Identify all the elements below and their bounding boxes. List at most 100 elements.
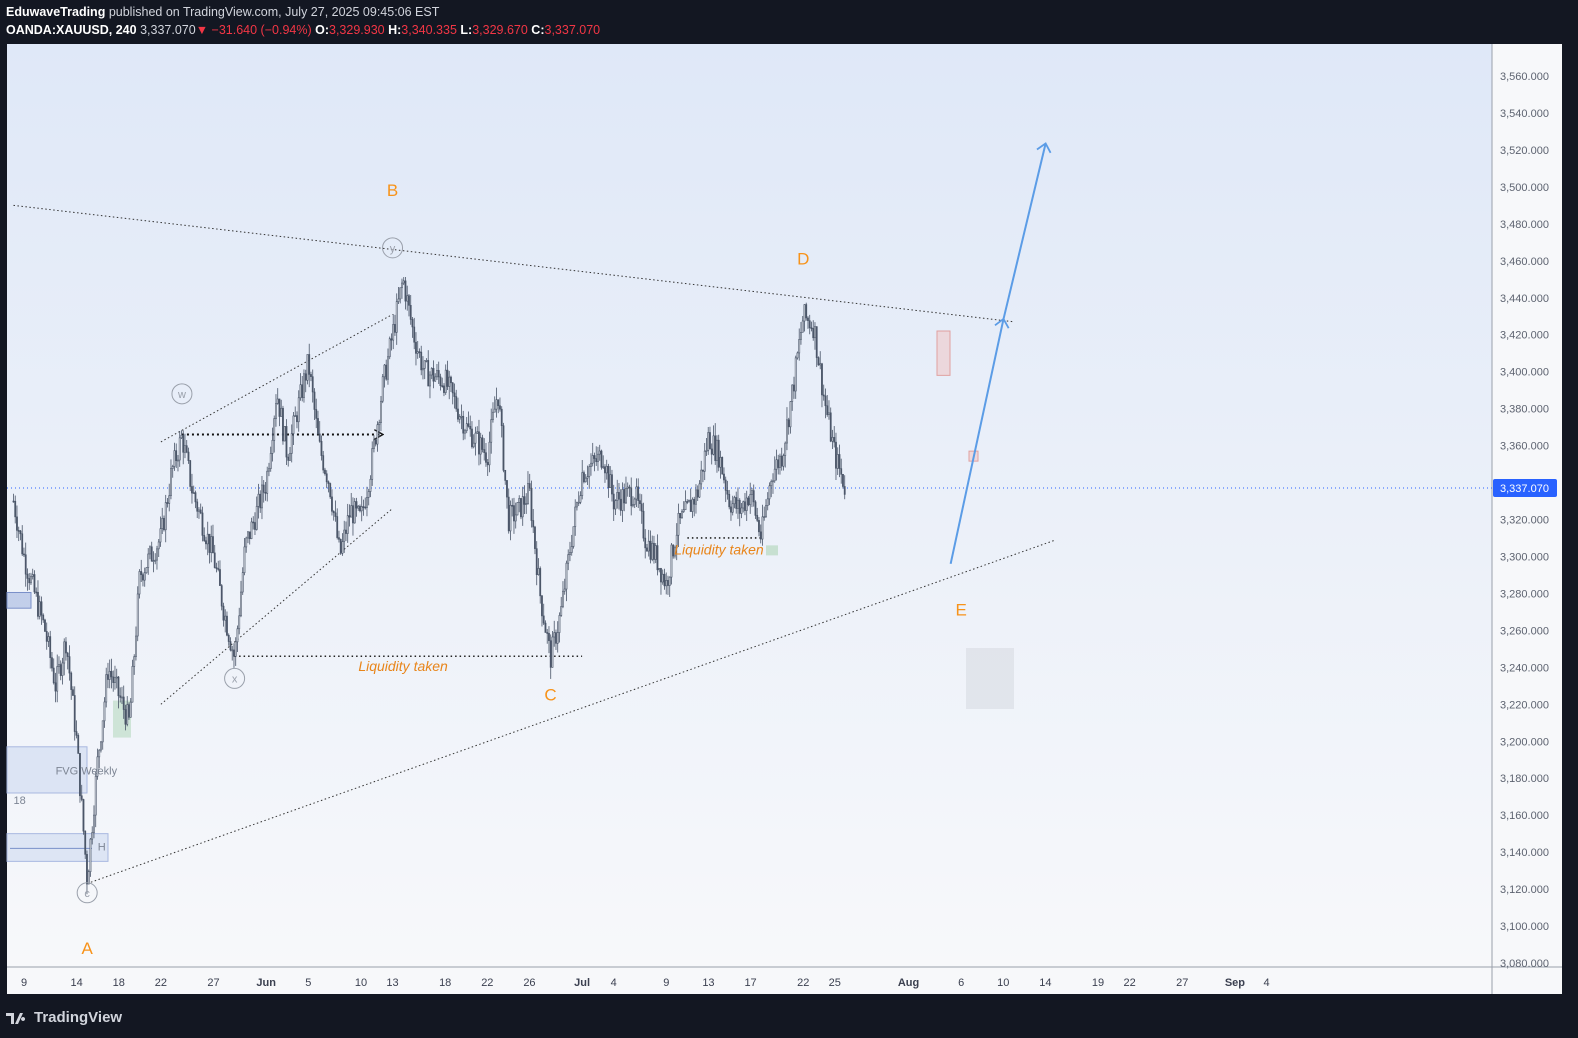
candle [551,631,554,668]
candle [329,482,332,499]
author-name[interactable]: EduwaveTrading [6,5,106,19]
wave-label-c[interactable]: C [544,686,556,705]
candle-body [558,615,561,633]
time-tick-label: 14 [71,977,83,989]
candle [115,668,118,689]
candle [301,375,304,402]
candle-body [192,492,195,494]
candle [196,498,199,519]
candle-body [243,546,246,573]
candle [411,316,414,338]
candle [26,568,29,591]
candle-body [156,548,158,561]
candle [122,685,125,719]
price-tick-label: 3,460.000 [1500,256,1549,268]
candle-body [628,486,631,489]
time-tick-label: 14 [1039,977,1051,989]
candle-body [149,546,151,555]
candle [667,575,669,595]
candle-body [751,490,753,495]
price-axis[interactable]: 3,080.000 3,100.000 3,120.000 3,140.000 3,16… [1493,71,1557,970]
price-axis-background [1492,44,1562,967]
wave-label-a[interactable]: A [82,939,94,958]
candle [392,314,395,350]
projection-arrow-2[interactable] [1002,142,1052,321]
candle [702,469,704,483]
wave-label-b[interactable]: B [387,181,398,200]
candle-body [786,419,788,444]
candle [82,798,85,835]
candle-body [422,368,424,371]
candle-body [787,419,790,428]
zone-box[interactable] [6,591,32,609]
candle-body [131,666,134,703]
circled-label-x[interactable]: x [224,667,246,689]
wave-label-e[interactable]: E [955,601,966,620]
candle [152,551,155,573]
candle [483,438,486,461]
candle-body [513,505,515,522]
lower-trendline[interactable] [87,539,1057,885]
candle [359,504,361,513]
candle [24,542,27,587]
candle [814,322,816,350]
candle [598,444,601,461]
candle [308,343,311,388]
candle-body [569,552,571,555]
candle-body [688,499,690,503]
candle-body [518,498,521,503]
liquidity-taken-label[interactable]: Liquidity taken [358,658,448,674]
circled-label-y[interactable]: y [382,237,404,259]
wxy-channel-upper[interactable] [160,313,393,443]
liquidity-taken-label[interactable]: Liquidity taken [674,542,764,558]
price-tick-label: 3,420.000 [1500,330,1549,342]
candle-body [334,512,337,517]
candle [500,406,503,438]
zone-label[interactable]: 18 [13,795,25,807]
candle-body [490,419,493,443]
zone-label[interactable]: FVG Weekly [56,766,118,778]
candle [385,359,388,381]
candle-body [700,469,703,485]
candle-body [504,469,507,481]
candle [455,389,458,412]
candle-body [240,591,242,617]
candle-body [474,432,477,444]
candle-body [698,483,701,498]
candle [343,520,346,553]
circled-label-w[interactable]: w [171,383,193,405]
footer-brand[interactable]: TradingView [6,1009,122,1026]
candle-body [831,437,834,442]
time-axis[interactable]: 9 14 18 22 27 Jun 5 10 13 18 22 26 Jul 4 9 13 17 22 25 Aug 6… [21,977,1270,989]
projection-arrow-1[interactable] [949,317,1010,565]
candle [294,406,297,417]
candle-body [642,510,645,539]
wave-label-d[interactable]: D [797,249,809,268]
candle-body [205,540,207,545]
candle-body [371,448,374,480]
candle-body [539,568,542,597]
zone-label[interactable]: H [98,841,106,853]
candle [544,620,547,633]
candle [173,442,176,471]
candle [231,645,234,661]
high-value: 3,340.335 [401,23,457,37]
candle [458,414,461,424]
candle-body [332,510,335,514]
wxy-channel-lower[interactable] [160,508,393,705]
circled-label-c[interactable]: c [76,882,98,904]
candle-body [842,473,844,487]
candle [378,419,381,437]
price-tick-label: 3,220.000 [1500,699,1549,711]
candle [292,411,295,445]
candle-body [588,466,591,477]
candle [84,830,87,859]
candle-body [604,466,606,474]
symbol-label[interactable]: OANDA:XAUUSD, 240 [6,23,137,37]
candle-body [763,516,766,518]
fvg-weekly-zone[interactable] [6,746,88,794]
candle [833,426,836,448]
close-value: 3,337.070 [544,23,601,37]
candle [339,538,342,555]
